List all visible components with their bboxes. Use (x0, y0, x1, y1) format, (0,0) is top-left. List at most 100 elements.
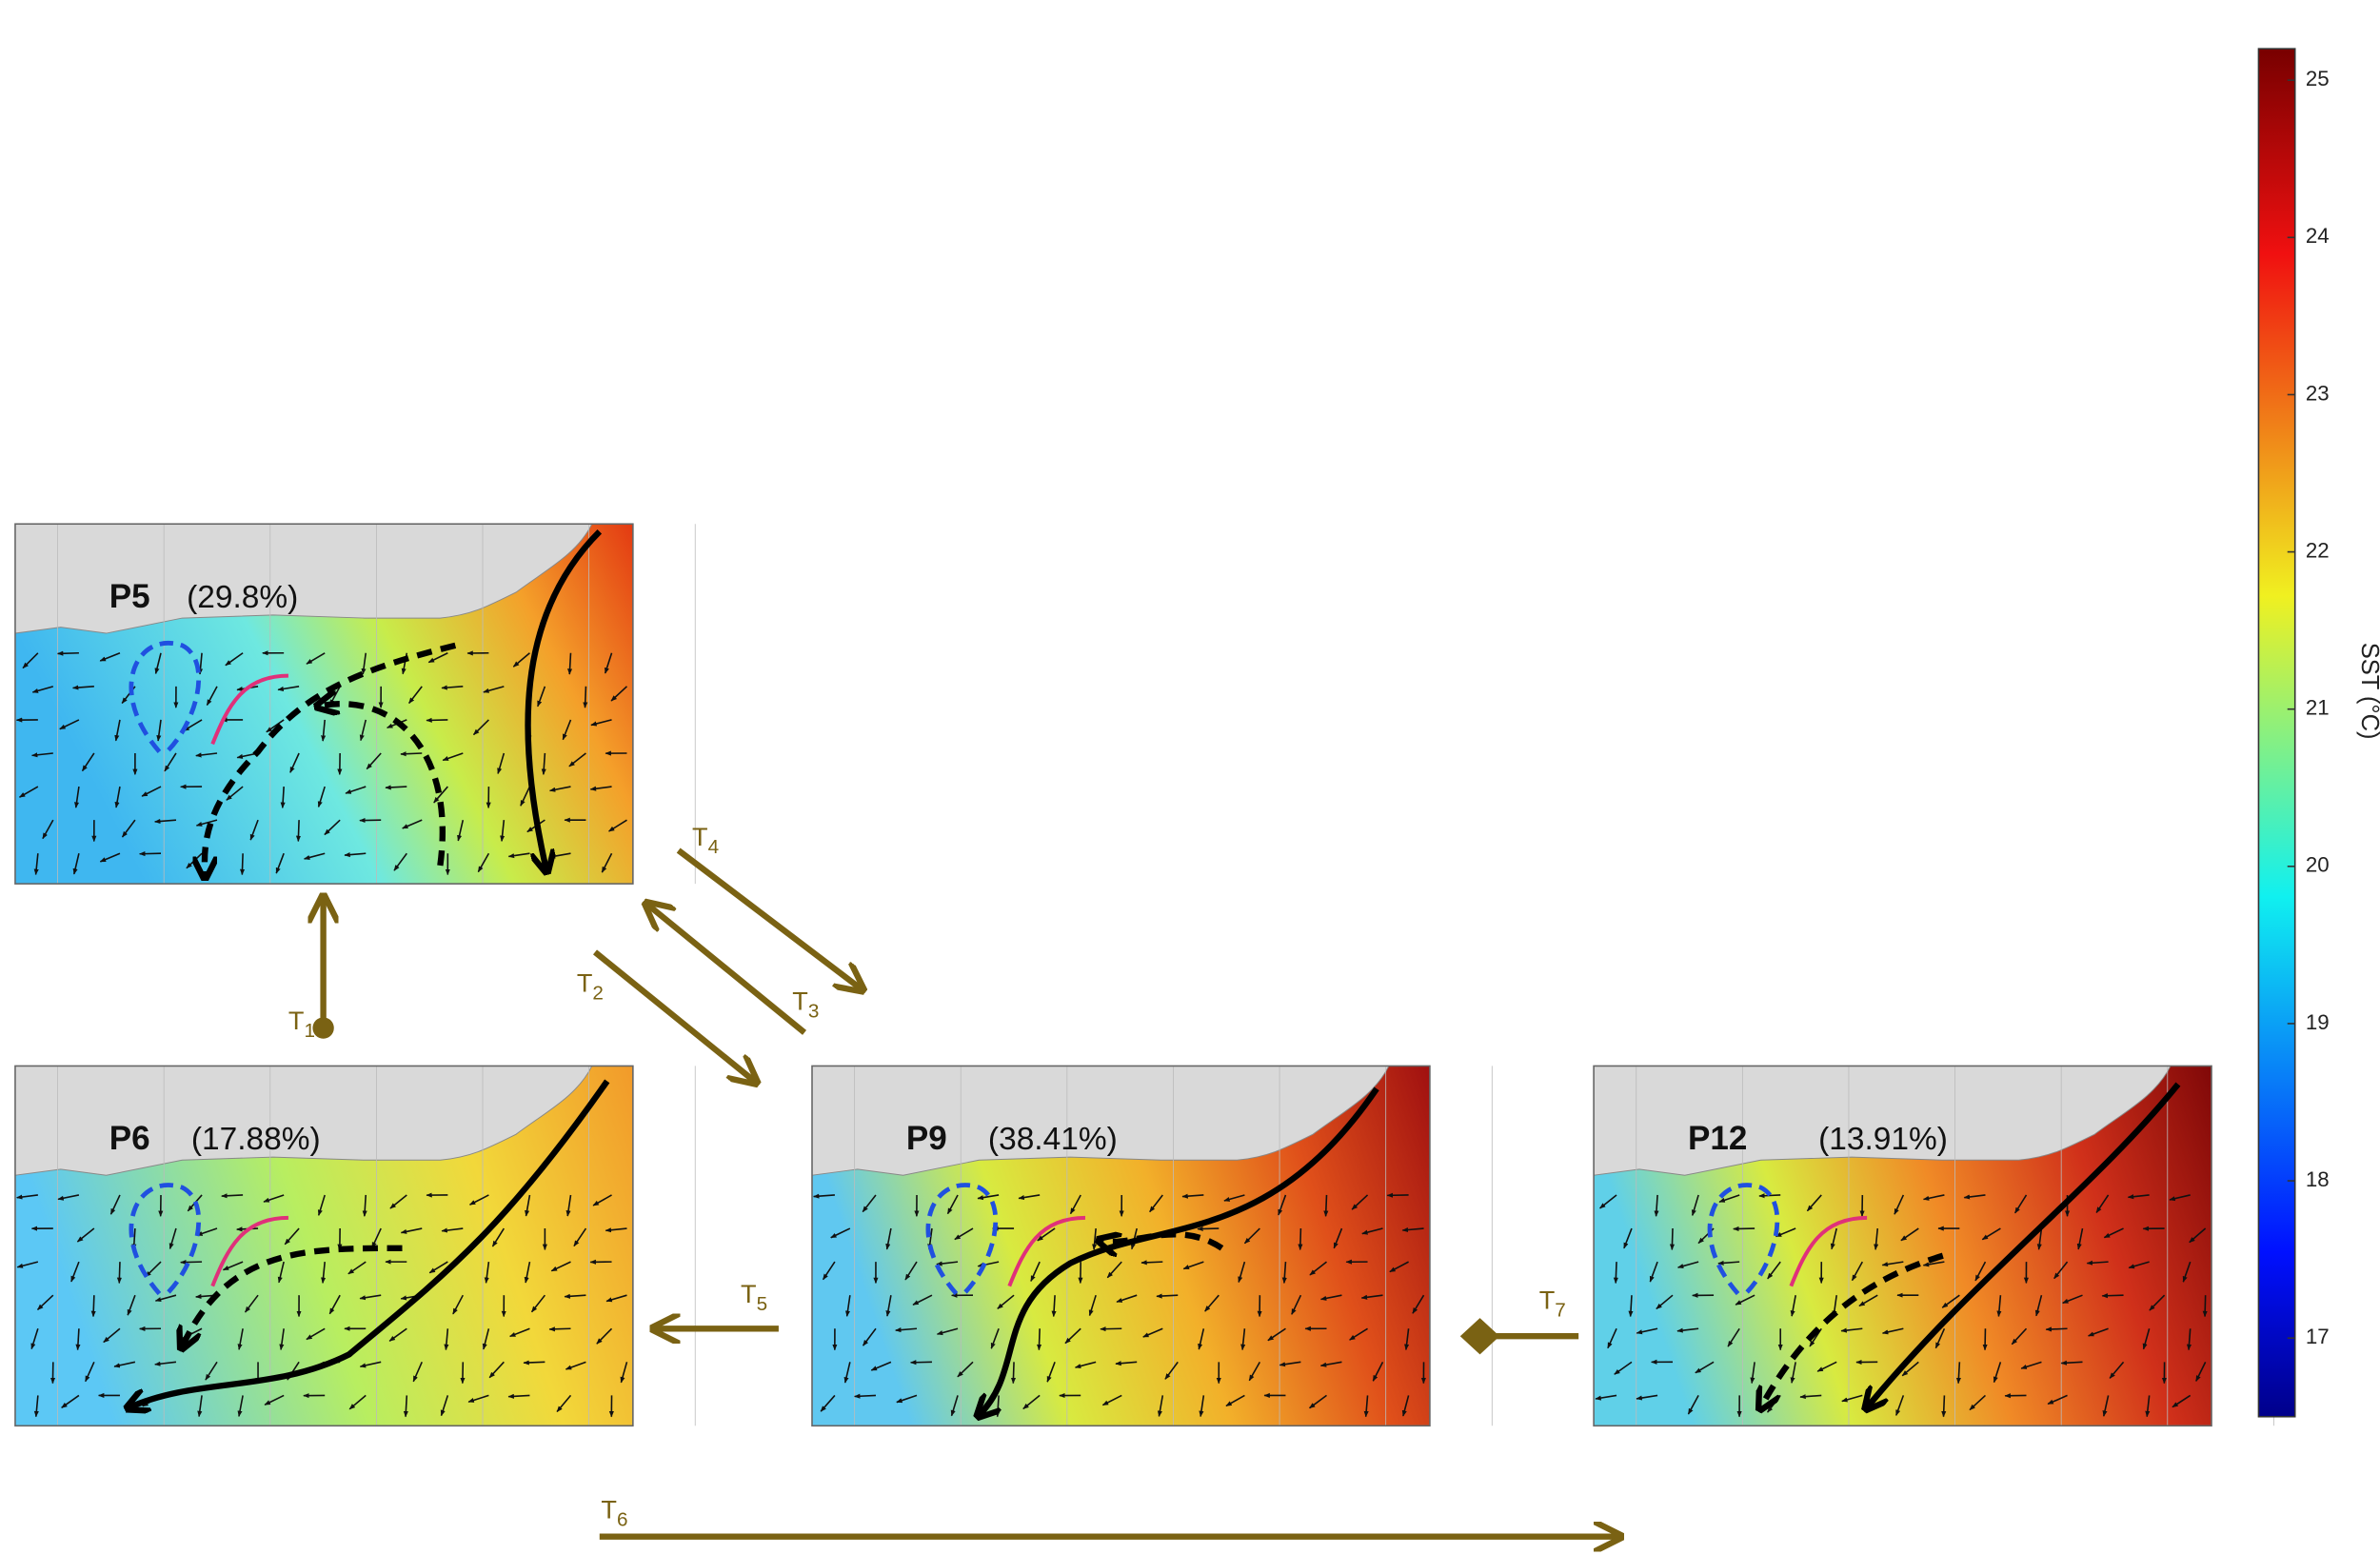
velocity-arrow (520, 786, 531, 807)
velocity-arrow (1223, 1194, 1245, 1202)
velocity-arrow (402, 819, 423, 829)
velocity-arrow (56, 650, 79, 656)
velocity-arrow (997, 1294, 1015, 1309)
velocity-arrow (81, 752, 95, 772)
velocity-arrow (1922, 1261, 1945, 1267)
map-frame (1593, 1065, 2212, 1427)
velocity-arrow (30, 752, 53, 758)
velocity-arrow (1649, 1261, 1658, 1283)
velocity-arrow (2102, 1395, 2110, 1417)
panel-name: P9 (906, 1120, 947, 1157)
velocity-arrow (30, 1328, 39, 1350)
velocity-arrow (206, 686, 218, 707)
velocity-arrow (1248, 1361, 1261, 1382)
current-path (182, 1245, 403, 1347)
velocity-arrow (1894, 1194, 1905, 1215)
velocity-arrow (1278, 1194, 1287, 1216)
velocity-arrow (388, 1327, 407, 1342)
velocity-arrow (277, 686, 300, 691)
velocity-arrow (1309, 1261, 1327, 1276)
velocity-arrow (2045, 1326, 2068, 1332)
velocity-arrow (1669, 1228, 1676, 1250)
velocity-arrow (2172, 1394, 2192, 1408)
velocity-arrow (500, 820, 506, 842)
velocity-arrow (509, 1327, 530, 1338)
velocity-arrow (361, 652, 367, 675)
velocity-arrow (1298, 1228, 1303, 1250)
velocity-arrow (121, 819, 136, 838)
velocity-arrow (482, 1328, 490, 1350)
velocity-arrow (42, 819, 54, 840)
velocity-arrow (31, 686, 54, 693)
velocity-arrow (317, 786, 326, 808)
velocity-arrow (472, 719, 489, 736)
velocity-arrow (22, 652, 39, 669)
colorbar-tick-label: 25 (2306, 67, 2330, 90)
current-path (319, 704, 446, 867)
transition-letter: T (1539, 1286, 1556, 1315)
velocity-arrow (2169, 1194, 2191, 1202)
velocity-arrow (2128, 1261, 2150, 1269)
velocity-arrow (936, 1327, 959, 1336)
velocity-arrow (870, 1361, 892, 1371)
velocity-arrow (2202, 1295, 2208, 1318)
velocity-arrow (1614, 1361, 1633, 1375)
velocity-arrow (1654, 1194, 1659, 1217)
velocity-arrow (565, 1361, 586, 1370)
velocity-arrow (1142, 1327, 1163, 1338)
velocity-arrow (221, 1193, 244, 1199)
velocity-arrow (1790, 1362, 1796, 1384)
velocity-arrow (1636, 1394, 1658, 1401)
velocity-arrow (1197, 1226, 1220, 1232)
velocity-arrow (862, 1327, 877, 1346)
velocity-arrow (1361, 1227, 1383, 1235)
velocity-arrow (1750, 1362, 1755, 1385)
land (14, 1065, 593, 1176)
velocity-arrow (317, 1194, 326, 1216)
velocity-arrow (279, 1328, 285, 1351)
velocity-arrow (1727, 1327, 1740, 1347)
velocity-arrow (345, 786, 367, 794)
velocity-arrow (1934, 1327, 1946, 1349)
velocity-arrow (895, 1327, 918, 1333)
velocity-arrow (275, 852, 285, 874)
velocity-arrow (441, 685, 464, 690)
velocity-arrow (468, 1194, 489, 1206)
velocity-arrow (477, 852, 490, 873)
velocity-arrow (359, 1361, 382, 1368)
transition-index: 2 (592, 982, 604, 1004)
velocity-arrow (1607, 1327, 1617, 1349)
velocity-arrow (237, 1395, 244, 1417)
velocity-arrow (71, 685, 94, 690)
map-frame (811, 1065, 1431, 1427)
velocity-arrow (2195, 1361, 2207, 1382)
velocity-arrow (1881, 1327, 1904, 1335)
velocity-arrow (72, 853, 80, 875)
velocity-arrow (70, 1261, 80, 1283)
velocity-arrow (139, 851, 162, 857)
velocity-arrow (1319, 1361, 1342, 1367)
velocity-arrow (1363, 1395, 1369, 1418)
velocity-arrow (452, 1294, 464, 1315)
eddy-path (925, 1183, 999, 1296)
panel-name: P6 (109, 1120, 150, 1157)
velocity-arrow (2149, 1294, 2166, 1311)
velocity-arrow (1010, 1362, 1017, 1385)
velocity-arrow (1790, 1295, 1796, 1317)
velocity-arrow (1157, 1395, 1164, 1418)
panel-name: P5 (109, 578, 150, 615)
velocity-arrow (1267, 1327, 1286, 1342)
velocity-arrow (2142, 1328, 2151, 1350)
velocity-arrow (2060, 1360, 2083, 1366)
velocity-arrow (195, 819, 218, 827)
velocity-arrow (2076, 1227, 2084, 1250)
velocity-arrow (820, 1394, 836, 1412)
transition-arrow (592, 949, 754, 1082)
velocity-arrow (196, 1227, 218, 1237)
velocity-arrow (442, 752, 464, 762)
velocity-arrow (2053, 1261, 2069, 1280)
velocity-arrow (33, 853, 39, 876)
velocity-arrow (1240, 1328, 1246, 1351)
velocity-arrow (1323, 1194, 1329, 1217)
velocity-arrow (567, 652, 573, 675)
